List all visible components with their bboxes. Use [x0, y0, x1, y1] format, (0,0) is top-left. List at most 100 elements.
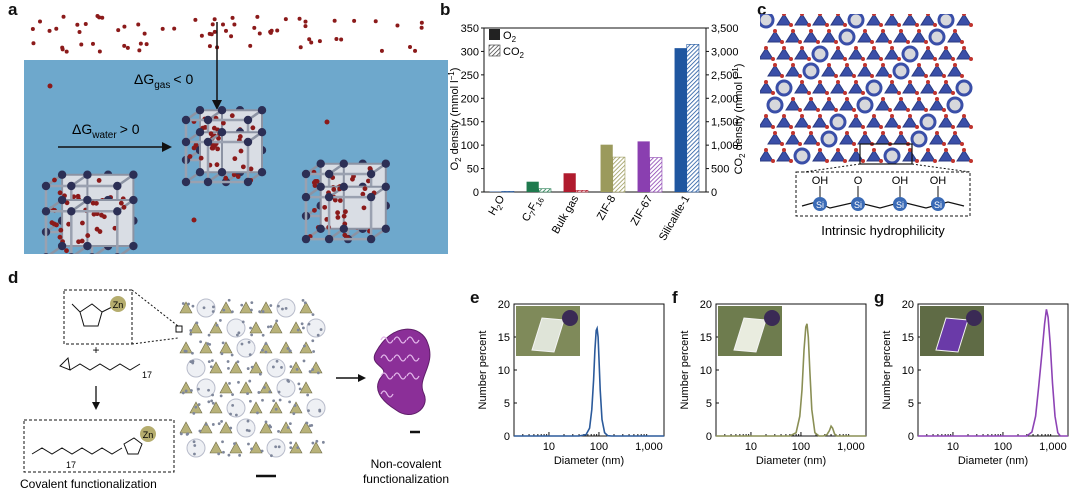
linker-atom: [264, 342, 268, 346]
o2-molecule: [312, 183, 318, 188]
oxygen-atom: [807, 57, 811, 61]
o2-molecule: [207, 44, 212, 49]
sio4-tetrahedron: [902, 115, 918, 128]
linker-atom: [248, 353, 252, 357]
metal-node: [366, 234, 376, 244]
o2-molecule: [298, 45, 303, 50]
linker-atom: [289, 446, 293, 450]
oxygen-atom: [888, 108, 892, 112]
sio4-tetrahedron: [956, 47, 972, 60]
oxygen-atom: [879, 23, 883, 27]
linker-atom: [274, 407, 278, 411]
oxygen-atom: [908, 80, 912, 84]
zn-tetrahedron: [209, 361, 223, 374]
oxygen-atom: [944, 80, 948, 84]
oxygen-atom: [825, 23, 829, 27]
linker-atom: [211, 310, 215, 313]
linker-atom: [246, 367, 250, 370]
o2-molecule: [64, 248, 69, 254]
sio4-tetrahedron: [938, 149, 954, 162]
metal-node: [301, 192, 311, 202]
linker-atom: [321, 440, 325, 444]
panel-label-b: b: [440, 0, 451, 19]
oxygen-atom: [951, 159, 955, 163]
linker-atom: [311, 313, 315, 316]
linker-atom: [286, 347, 290, 350]
zn-tetrahedron: [229, 441, 243, 454]
metal-node: [181, 137, 191, 147]
linker-atom: [221, 341, 225, 345]
o2-molecule: [216, 135, 221, 141]
metal-node: [67, 181, 76, 191]
sio4-tetrahedron: [794, 14, 810, 26]
oxygen-atom: [845, 97, 849, 101]
zeolite-pore: [829, 113, 847, 131]
zn-tetrahedron: [239, 381, 253, 394]
linker-atom: [198, 429, 202, 433]
o2-molecule: [136, 22, 141, 27]
oxygen-atom: [917, 29, 921, 33]
linker-atom: [264, 350, 268, 354]
sio4-tetrahedron: [956, 14, 972, 26]
sio4-tetrahedron: [866, 149, 882, 162]
sio4-tetrahedron: [839, 98, 855, 111]
x-tick-label: 1,000: [635, 441, 663, 453]
y-tick-label-right: 0: [711, 187, 717, 199]
linker-atom: [191, 304, 195, 308]
metal-node: [129, 195, 138, 205]
linker-atom: [261, 398, 264, 402]
silanol-group-label: OH: [892, 175, 909, 187]
o2-molecule: [252, 25, 257, 30]
oxygen-atom: [764, 148, 768, 152]
oxygen-atom: [915, 159, 919, 163]
oxygen-atom: [917, 63, 921, 67]
linker-atom: [207, 333, 211, 337]
metal-node: [114, 253, 120, 254]
oxygen-atom: [881, 63, 885, 67]
sio4-tetrahedron: [920, 14, 936, 26]
y-tick-label: 5: [706, 398, 712, 410]
o2-molecule: [341, 213, 347, 219]
o2-molecule: [79, 238, 85, 244]
linker-atom: [306, 393, 310, 397]
o2-molecule: [191, 145, 197, 151]
oxygen-atom: [863, 131, 867, 135]
sio4-tetrahedron: [929, 98, 945, 111]
linker-atom: [302, 359, 306, 363]
oxygen-atom: [890, 46, 894, 50]
sio4-tetrahedron: [884, 47, 900, 60]
oxygen-atom: [782, 46, 786, 50]
sio4-tetrahedron: [760, 149, 774, 162]
oxygen-atom: [834, 40, 838, 44]
linker-atom: [210, 399, 214, 403]
linker-atom: [236, 333, 239, 337]
metal-node: [381, 159, 390, 168]
oxygen-atom: [899, 131, 903, 135]
x-axis-label: Diameter (nm): [756, 455, 826, 467]
zn-tetrahedron: [199, 421, 213, 434]
product-repeat: 17: [66, 460, 76, 470]
sio4-tetrahedron: [760, 47, 774, 60]
product-zn-atom: [140, 426, 156, 442]
x-tick-label: 1,000: [837, 441, 865, 453]
sio4-tetrahedron: [848, 115, 864, 128]
oxygen-atom: [789, 57, 793, 61]
zif-cube-cluster: [301, 159, 390, 244]
o2-molecule: [413, 48, 418, 53]
metal-node: [83, 241, 92, 251]
metal-node: [203, 137, 213, 147]
o2-molecule: [122, 43, 127, 48]
oxygen-atom: [960, 74, 964, 78]
y-tick-label: 10: [902, 365, 914, 377]
linker-atom: [301, 298, 305, 302]
sio4-tetrahedron: [884, 81, 900, 94]
o2-molecule: [101, 214, 107, 220]
panel-label-e: e: [470, 288, 480, 307]
oxygen-atom: [809, 131, 813, 135]
oxygen-atom: [780, 142, 784, 146]
distribution-curve: [716, 323, 866, 437]
helix: [406, 354, 420, 362]
linker-atom: [269, 325, 273, 328]
zn-tetrahedron: [209, 401, 223, 414]
linker-atom: [250, 365, 254, 369]
